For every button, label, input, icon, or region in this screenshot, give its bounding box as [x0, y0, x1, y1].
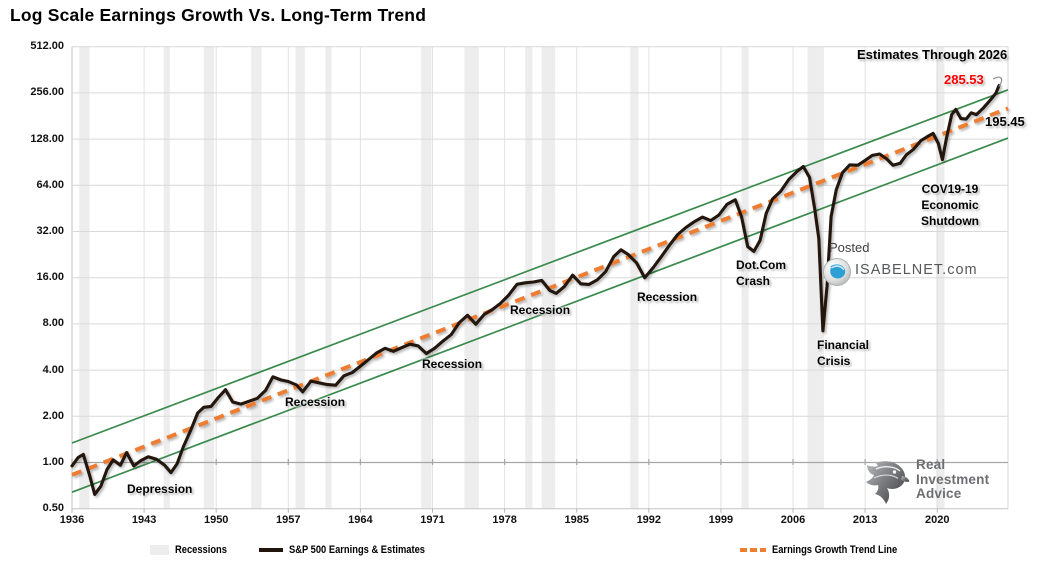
y-tick-label: 4.00: [42, 363, 64, 376]
label-leader-line: [992, 76, 1003, 87]
x-tick-label: 1964: [348, 514, 373, 526]
legend-label: Earnings Growth Trend Line: [772, 544, 898, 556]
annotation-recession: Recession: [510, 303, 571, 317]
annotation-recession: Recession: [637, 290, 698, 304]
x-tick-label: 1950: [203, 514, 229, 526]
x-tick-label: 2006: [780, 514, 806, 526]
isabelnet-globe-icon: [823, 258, 851, 286]
annotation-estimates-through-2026: Estimates Through 2026: [857, 47, 1008, 62]
y-tick-label: 256.00: [30, 86, 64, 99]
annotation-depression: Depression: [127, 482, 193, 496]
annotation-195-45: 195.45: [985, 114, 1025, 129]
annotation-recession: Recession: [422, 357, 483, 371]
x-tick-label: 1936: [59, 514, 85, 526]
x-tick-label: 1943: [131, 514, 157, 526]
y-tick-label: 0.50: [42, 502, 64, 515]
y-tick-label: 8.00: [42, 317, 64, 330]
x-tick-label: 1978: [492, 514, 517, 526]
y-tick-label: 128.00: [30, 132, 64, 145]
brand-line-advice: Advice: [916, 486, 962, 501]
legend: Recessions S&P 500 Earnings & Estimates Ea…: [0, 541, 1037, 561]
y-tick-label: 512.00: [30, 40, 64, 53]
annotation-285-53: 285.53: [944, 72, 984, 87]
legend-item-box: Recessions: [150, 541, 236, 559]
annotation-financial: Financial Crisis: [817, 338, 870, 368]
watermark-isabelnet: ISABELNET.com: [855, 262, 978, 278]
x-tick-label: 1957: [276, 514, 301, 526]
brand-line-real: Real: [916, 457, 946, 472]
y-tick-label: 64.00: [36, 178, 64, 191]
legend-label: Recessions: [175, 544, 227, 556]
channel-line: [71, 137, 1009, 493]
x-tick-label: 1992: [636, 514, 662, 526]
y-tick-label: 1.00: [42, 456, 64, 468]
annotation-cov19-19: COV19-19 Economic Shutdown: [921, 182, 979, 228]
x-tick-label: 1999: [708, 514, 734, 526]
eagle-icon: [866, 461, 910, 504]
x-tick-label: 1985: [564, 514, 589, 526]
annotation-dot-com: Dot.Com Crash: [736, 258, 786, 288]
legend-swatch-earnings-line: [259, 548, 283, 552]
brand-line-investment: Investment: [916, 471, 990, 487]
brand-text: Real Investment Advice: [916, 457, 990, 502]
channel-line: [71, 89, 1009, 444]
earnings-line: [70, 84, 1001, 496]
annotation-recession: Recession: [285, 395, 346, 409]
x-tick-label: 2013: [852, 514, 878, 526]
legend-swatch-trend-line: [740, 548, 766, 552]
y-tick-label: 16.00: [36, 271, 64, 284]
legend-item-line: S&P 500 Earnings & Estimates: [259, 541, 449, 559]
trend-line: [71, 106, 1009, 477]
legend-item-dash: Earnings Growth Trend Line: [740, 541, 919, 559]
y-tick-label: 2.00: [42, 409, 64, 422]
chart-title: Log Scale Earnings Growth Vs. Long-Term …: [10, 5, 427, 25]
legend-swatch-recessions: [150, 545, 169, 555]
y-tick-label: 32.00: [36, 225, 64, 237]
x-tick-label: 1971: [420, 514, 445, 526]
x-tick-label: 2020: [924, 514, 950, 526]
legend-label: S&P 500 Earnings & Estimates: [289, 544, 425, 556]
